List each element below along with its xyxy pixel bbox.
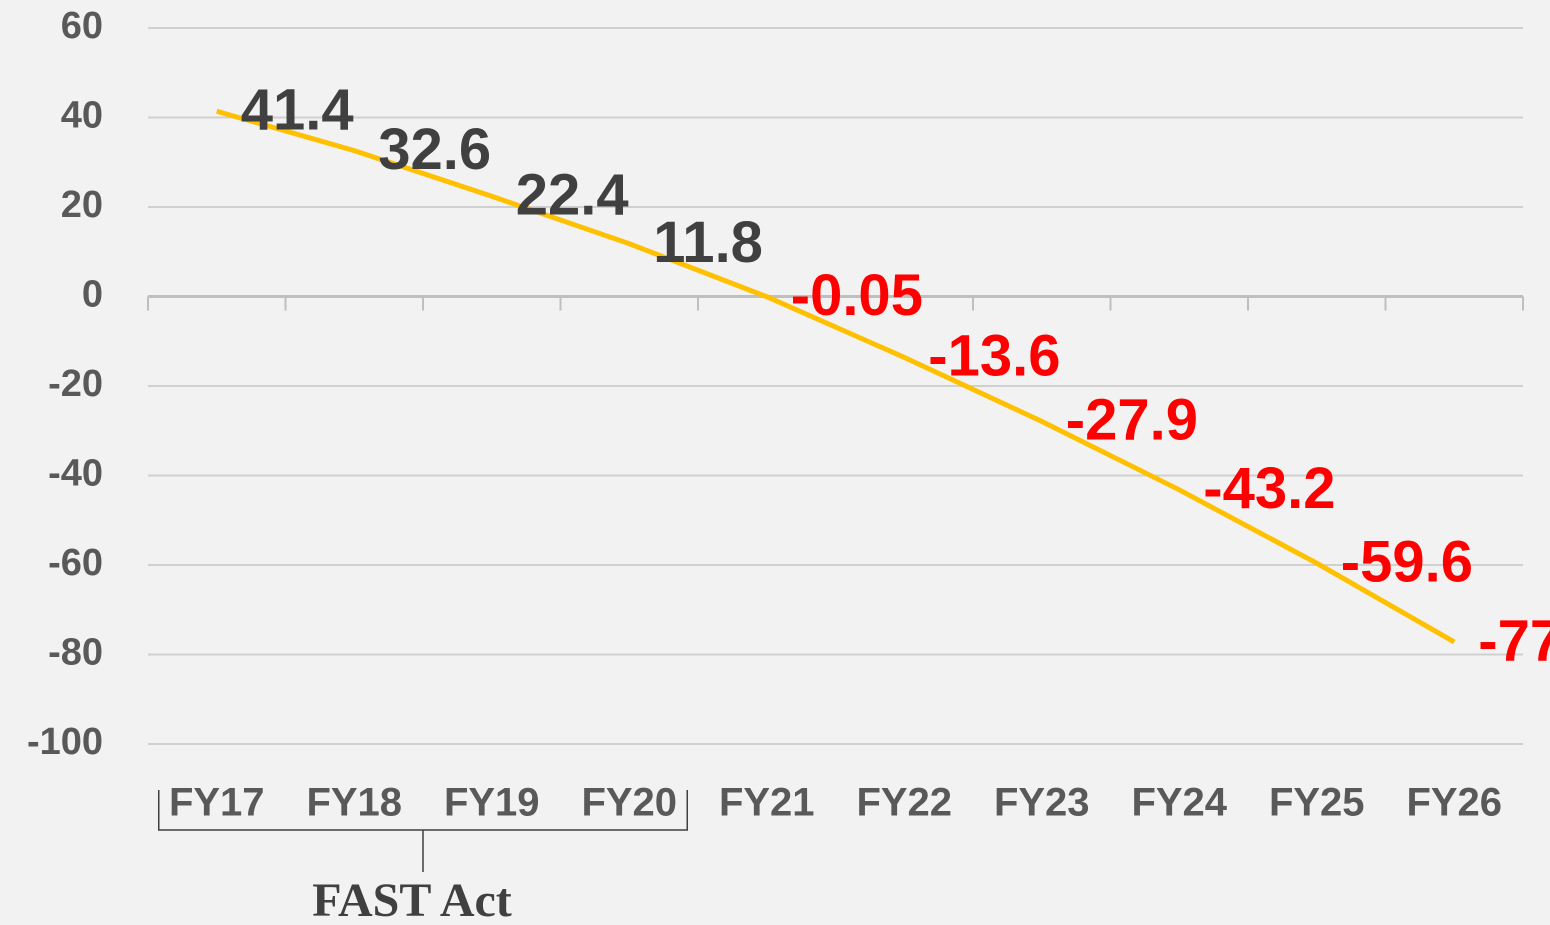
y-tick-label: 0 xyxy=(82,274,103,316)
data-label: -27.9 xyxy=(1066,388,1198,453)
x-tick-label: FY25 xyxy=(1269,781,1365,825)
x-tick-label: FY24 xyxy=(1131,781,1227,825)
y-tick-label: 20 xyxy=(61,184,103,226)
data-label: -13.6 xyxy=(928,324,1060,389)
y-tick-label: 60 xyxy=(61,5,103,47)
x-tick-label: FY19 xyxy=(444,781,540,825)
y-tick-label: -20 xyxy=(48,363,103,405)
x-tick-label: FY20 xyxy=(581,781,677,825)
y-tick-label: -40 xyxy=(48,453,103,495)
y-tick-label: -100 xyxy=(27,721,103,763)
data-label: 11.8 xyxy=(653,210,763,275)
data-label: -77.2 xyxy=(1478,608,1550,673)
x-tick-label: FY17 xyxy=(169,781,265,825)
x-tick-label: FY18 xyxy=(306,781,402,825)
x-tick-label: FY23 xyxy=(994,781,1090,825)
data-label: -0.05 xyxy=(791,263,923,328)
y-tick-label: -80 xyxy=(48,632,103,674)
data-label: -43.2 xyxy=(1203,456,1335,521)
x-tick-label: FY26 xyxy=(1406,781,1502,825)
data-label: -59.6 xyxy=(1341,530,1473,595)
annotation: FAST Act xyxy=(312,874,512,925)
data-label: 41.4 xyxy=(241,78,354,143)
y-tick-label: 40 xyxy=(61,95,103,137)
x-tick-label: FY22 xyxy=(856,781,952,825)
line xyxy=(216,108,1456,645)
y-tick-label: -60 xyxy=(48,542,103,584)
x-tick-label: FY21 xyxy=(719,781,815,825)
data-label: 22.4 xyxy=(516,163,629,228)
data-label: 32.6 xyxy=(378,117,491,182)
